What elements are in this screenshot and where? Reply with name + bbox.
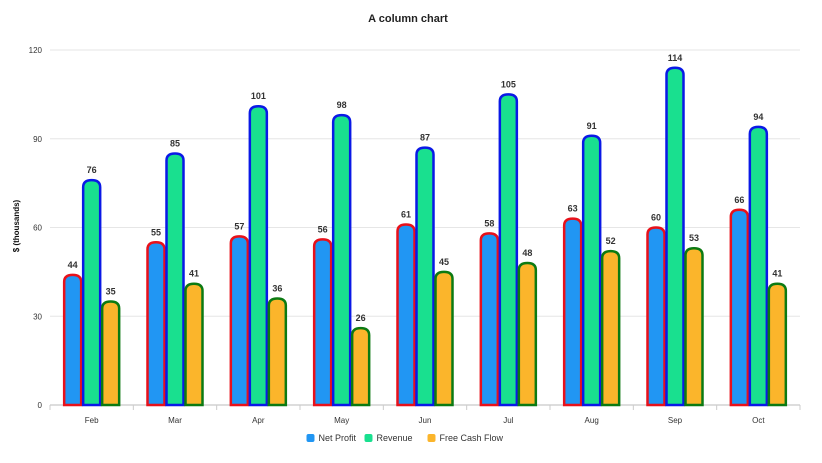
- legend-label: Net Profit: [319, 433, 357, 443]
- bar-net-profit: [229, 235, 250, 407]
- bar-net-profit: [562, 217, 583, 407]
- data-label: 60: [651, 213, 661, 223]
- bar-free-cash-flow: [184, 282, 204, 407]
- x-tick-label: Jul: [503, 416, 513, 425]
- chart-title: A column chart: [368, 13, 448, 25]
- bar-net-profit: [62, 273, 83, 407]
- data-label: 61: [401, 210, 411, 220]
- data-label: 58: [484, 218, 494, 228]
- data-label: 66: [734, 195, 744, 205]
- data-label: 55: [151, 227, 161, 237]
- bar-revenue: [665, 66, 685, 407]
- x-tick-label: Feb: [85, 416, 99, 425]
- bar-net-profit: [479, 232, 500, 407]
- legend-item-net-profit[interactable]: Net Profit: [306, 433, 357, 443]
- y-axis-label: $ (thousands): [12, 199, 21, 252]
- y-tick-label: 0: [38, 401, 43, 410]
- bar-free-cash-flow: [350, 326, 371, 407]
- legend-swatch: [427, 434, 436, 442]
- bar-net-profit: [146, 241, 166, 407]
- bar-revenue: [498, 93, 519, 407]
- data-label: 26: [356, 313, 366, 323]
- legend-swatch: [306, 434, 315, 442]
- y-tick-label: 60: [33, 224, 42, 233]
- bar-revenue: [748, 125, 769, 407]
- y-tick-label: 30: [33, 312, 42, 321]
- legend[interactable]: Net Profit Revenue Free Cash Flow: [306, 433, 504, 443]
- data-label: 98: [337, 100, 347, 110]
- y-tick-label: 120: [29, 46, 43, 55]
- x-tick-label: Apr: [252, 416, 265, 425]
- data-label: 53: [689, 233, 699, 243]
- bar-free-cash-flow: [600, 249, 621, 407]
- data-label: 94: [753, 112, 763, 122]
- data-label: 41: [772, 269, 782, 279]
- bar-free-cash-flow: [267, 297, 288, 407]
- data-label: 63: [568, 204, 578, 214]
- data-label: 52: [606, 236, 616, 246]
- bar-free-cash-flow: [684, 246, 704, 407]
- legend-item-revenue[interactable]: Revenue: [364, 433, 413, 443]
- data-label: 44: [68, 260, 78, 270]
- bars: [62, 66, 788, 407]
- data-label: 85: [170, 139, 180, 149]
- bar-revenue: [581, 134, 602, 407]
- bar-net-profit: [396, 223, 416, 407]
- y-tick-label: 90: [33, 135, 42, 144]
- x-tick-label: Oct: [752, 416, 765, 425]
- x-tick-label: May: [334, 416, 349, 425]
- x-tick-label: Sep: [668, 416, 683, 425]
- data-label: 101: [251, 91, 266, 101]
- data-label: 56: [318, 224, 328, 234]
- bar-free-cash-flow: [100, 300, 121, 407]
- bar-free-cash-flow: [767, 282, 788, 407]
- bar-revenue: [415, 146, 435, 407]
- data-label: 57: [234, 221, 244, 231]
- data-labels: 44 76 35 55 85 41 57 101 36 56 98 26 61 87 45 58 105 48 63…: [68, 53, 783, 323]
- data-label: 35: [106, 286, 116, 296]
- bar-revenue: [331, 113, 352, 407]
- x-axis-ticks: Feb Mar Apr May Jun Jul Aug Sep Oct: [85, 416, 766, 425]
- data-label: 41: [189, 269, 199, 279]
- data-label: 45: [439, 257, 449, 267]
- x-tick-label: Mar: [168, 416, 182, 425]
- legend-label: Free Cash Flow: [440, 433, 504, 443]
- data-label: 87: [420, 133, 430, 143]
- x-tick-label: Jun: [419, 416, 432, 425]
- data-label: 105: [501, 79, 516, 89]
- y-axis-ticks: 0 30 60 90 120: [29, 46, 43, 410]
- bar-net-profit: [646, 226, 666, 407]
- data-label: 76: [87, 165, 97, 175]
- legend-label: Revenue: [377, 433, 413, 443]
- bar-free-cash-flow: [434, 270, 454, 407]
- data-label: 114: [668, 53, 683, 63]
- bar-net-profit: [312, 238, 333, 407]
- data-label: 48: [522, 248, 532, 258]
- legend-swatch: [364, 434, 373, 442]
- bar-free-cash-flow: [517, 261, 538, 407]
- bar-net-profit: [729, 208, 750, 407]
- data-label: 36: [272, 284, 282, 294]
- legend-item-free-cash-flow[interactable]: Free Cash Flow: [427, 433, 504, 443]
- bar-revenue: [81, 178, 102, 407]
- data-label: 91: [587, 121, 597, 131]
- bar-revenue: [248, 104, 269, 407]
- x-tick-label: Aug: [585, 416, 599, 425]
- bar-revenue: [165, 152, 185, 407]
